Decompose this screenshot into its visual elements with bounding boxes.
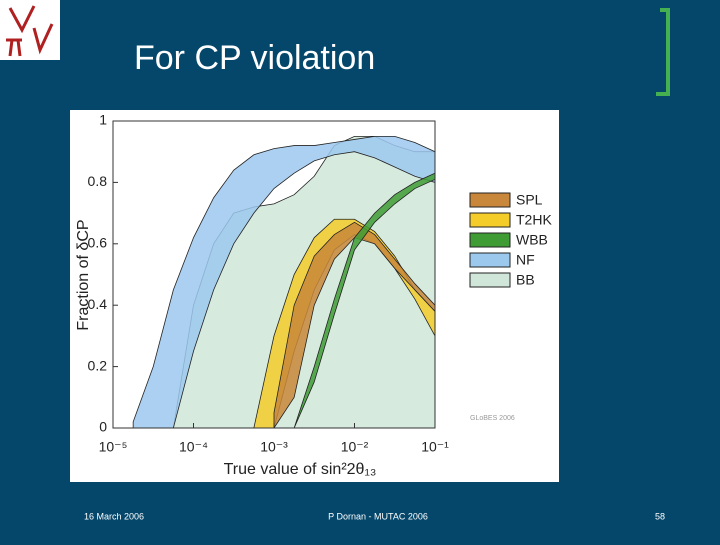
band	[293, 172, 435, 428]
y-tick-label: 0.4	[88, 296, 108, 312]
slide-title: For CP violation	[134, 39, 375, 77]
legend-swatch	[469, 212, 511, 228]
y-axis-label: Fraction of δCP	[75, 219, 92, 330]
x-tick-label: 10⁻⁵	[99, 439, 128, 455]
plot	[132, 135, 435, 428]
x-tick-label: 10⁻⁴	[179, 439, 208, 455]
legend-swatch	[469, 272, 511, 288]
legend-label: NF	[516, 252, 535, 268]
band	[132, 135, 435, 428]
x-axis-label: True value of sin²2θ₁₃	[224, 461, 377, 478]
footer-author: P Dornan - MUTAC 2006	[328, 511, 428, 521]
y-tick-label: 0.2	[88, 357, 108, 373]
logo-mark	[6, 5, 54, 57]
footer-date: 16 March 2006	[84, 511, 144, 521]
legend-label: SPL	[516, 192, 543, 208]
y-tick-label: 0.6	[88, 235, 108, 251]
chart: 0 0.2 0.4 0.6 0.8 1 10⁻⁵ 10⁻⁴ 10⁻³ 10⁻² 10⁻¹ True v…	[75, 112, 552, 479]
y-tick-label: 0	[99, 419, 107, 435]
x-tick-label: 10⁻¹	[421, 439, 449, 455]
legend-label: T2HK	[516, 212, 552, 228]
legend-label: WBB	[516, 232, 548, 248]
band	[273, 221, 435, 428]
legend-swatch	[469, 252, 511, 268]
legend-swatch	[469, 192, 511, 208]
legend-label: BB	[516, 272, 535, 288]
y-tick-label: 1	[99, 112, 107, 128]
x-tick-label: 10⁻²	[341, 439, 369, 455]
y-tick-label: 0.8	[88, 173, 108, 189]
page-number: 58	[655, 511, 665, 521]
x-tick-label: 10⁻³	[260, 439, 288, 455]
legend-swatch	[469, 232, 511, 248]
bracket	[656, 8, 670, 96]
annotation: GLoBES 2006	[470, 415, 515, 422]
